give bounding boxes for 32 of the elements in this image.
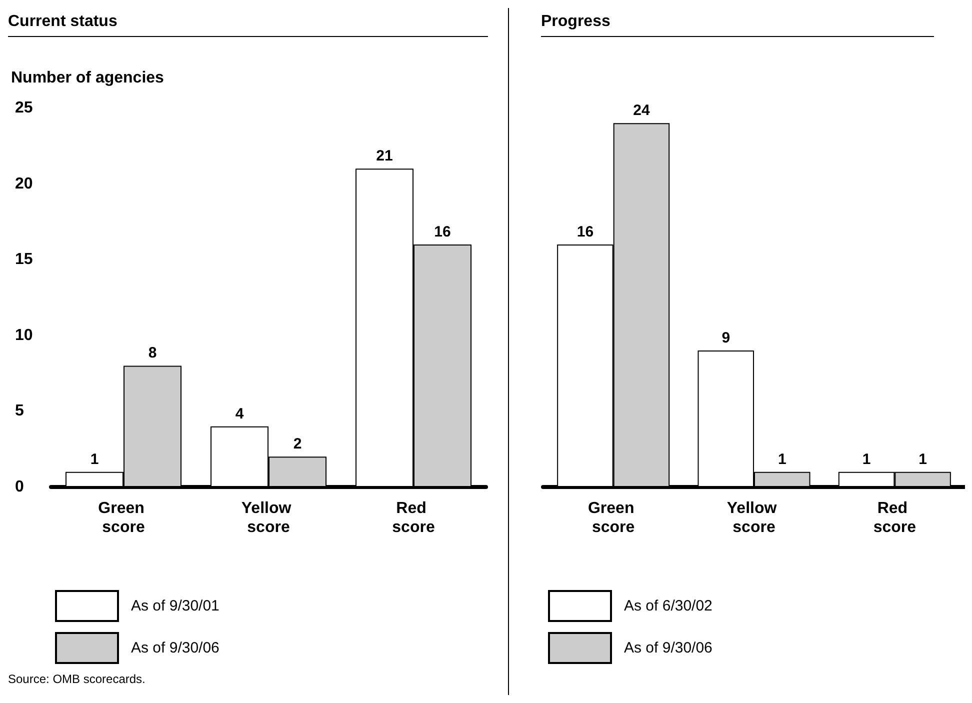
data-label: 16 (434, 223, 451, 240)
y-axis-title: Number of agencies (11, 70, 164, 86)
data-label: 2 (293, 436, 302, 453)
legend-label: As of 9/30/06 (131, 640, 220, 656)
chart-title: Current status (8, 8, 488, 37)
data-label: 8 (148, 344, 157, 362)
source-note: Source: OMB scorecards. (8, 672, 146, 686)
legend-label: As of 6/30/02 (624, 598, 712, 614)
data-label: 4 (235, 405, 244, 422)
data-label: 21 (376, 148, 393, 165)
legend-label: As of 9/30/01 (131, 598, 220, 614)
y-tick-label: 0 (15, 478, 24, 496)
data-label: 24 (633, 102, 650, 120)
data-label: 1 (862, 450, 871, 468)
data-label: 9 (722, 330, 730, 347)
x-tick-label: Green score (588, 500, 639, 536)
x-tick-label: Red score (873, 500, 916, 536)
x-tick-label: Yellow score (726, 500, 782, 536)
data-label: 1 (90, 450, 99, 468)
data-label: 16 (576, 223, 594, 240)
x-tick-label: Red score (392, 500, 435, 536)
y-tick-label: 10 (15, 326, 33, 344)
chart-title: Progress (541, 8, 934, 37)
y-tick-label: 5 (15, 402, 24, 420)
x-tick-label: Green score (98, 500, 149, 536)
y-tick-label: 15 (15, 251, 33, 268)
y-tick-label: 20 (15, 175, 33, 192)
legend-label: As of 9/30/06 (624, 640, 712, 656)
data-label: 1 (778, 450, 786, 468)
x-tick-label: Yellow score (241, 500, 296, 536)
y-tick-label: 25 (15, 100, 33, 116)
data-label: 1 (918, 450, 927, 468)
